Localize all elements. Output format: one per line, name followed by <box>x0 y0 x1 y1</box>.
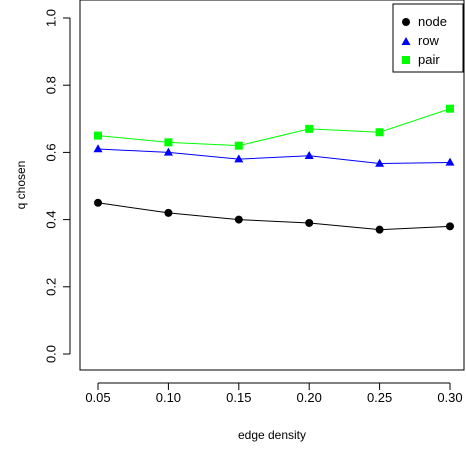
y-tick-label-5: 1.0 <box>43 9 58 27</box>
x-axis: 0.05 0.10 0.15 0.20 0.25 0.30 <box>85 382 463 405</box>
series-line-pair <box>97 108 451 147</box>
y-axis-label: q chosen <box>14 161 28 210</box>
y-tick-label-4: 0.8 <box>43 76 58 94</box>
point-row-4 <box>375 158 385 167</box>
legend-marker-pair <box>402 56 410 64</box>
x-tick-label-2: 0.15 <box>226 390 251 405</box>
point-row-1 <box>163 147 173 156</box>
y-axis: 0.0 0.2 0.4 0.6 0.8 1.0 <box>43 9 71 363</box>
x-tick-label-5: 0.30 <box>437 390 462 405</box>
point-pair-1 <box>164 138 173 147</box>
point-row-3 <box>304 150 314 159</box>
point-row-5 <box>445 157 455 166</box>
y-tick-label-2: 0.4 <box>43 211 58 229</box>
legend-marker-row <box>401 37 411 45</box>
legend-label-node: node <box>418 14 447 29</box>
series-line-row <box>97 148 451 164</box>
point-row-0 <box>93 144 103 153</box>
point-pair-3 <box>305 124 314 133</box>
series-layer <box>93 104 455 234</box>
point-row-2 <box>234 154 244 163</box>
point-node-5 <box>446 222 454 231</box>
point-pair-2 <box>234 141 243 150</box>
x-tick-label-1: 0.10 <box>156 390 181 405</box>
legend-label-row: row <box>418 33 440 48</box>
point-node-1 <box>164 208 173 217</box>
x-axis-label: edge density <box>238 428 306 442</box>
point-pair-0 <box>94 131 102 140</box>
point-pair-4 <box>375 128 384 137</box>
point-pair-5 <box>446 104 454 113</box>
legend-label-pair: pair <box>418 52 440 67</box>
series-line-node <box>97 202 451 231</box>
legend-marker-node <box>402 18 410 26</box>
y-tick-label-3: 0.6 <box>43 143 58 161</box>
point-node-0 <box>94 198 102 207</box>
point-node-2 <box>234 215 243 224</box>
plot-frame <box>79 0 465 371</box>
x-tick-label-3: 0.20 <box>297 390 322 405</box>
y-tick-label-0: 0.0 <box>43 345 58 363</box>
y-tick-label-1: 0.2 <box>43 278 58 296</box>
point-node-3 <box>305 218 314 227</box>
point-node-4 <box>375 225 384 234</box>
legend: node row pair <box>392 3 464 73</box>
x-tick-label-0: 0.05 <box>85 390 110 405</box>
x-tick-label-4: 0.25 <box>367 390 392 405</box>
